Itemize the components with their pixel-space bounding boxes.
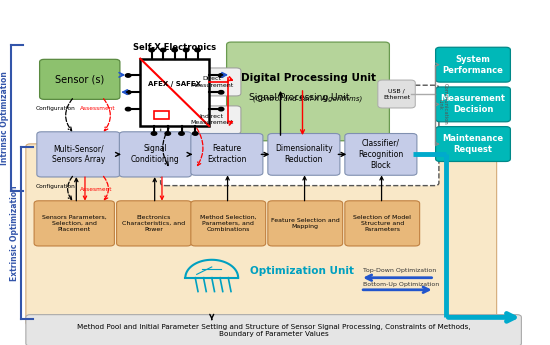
- Circle shape: [179, 132, 184, 135]
- FancyBboxPatch shape: [40, 59, 120, 99]
- Text: Method Selection,
Parameters, and
Combinations: Method Selection, Parameters, and Combin…: [200, 215, 256, 232]
- Text: Extrinsic Optimization: Extrinsic Optimization: [10, 185, 19, 281]
- Text: Signal Processing Unit: Signal Processing Unit: [250, 93, 350, 102]
- Text: Direct
Measurement: Direct Measurement: [190, 76, 233, 88]
- Text: Intrinsic Optimization: Intrinsic Optimization: [0, 71, 9, 165]
- Circle shape: [161, 48, 166, 52]
- FancyBboxPatch shape: [183, 68, 241, 96]
- Text: Digital Processing Unit: Digital Processing Unit: [240, 73, 376, 82]
- Text: Maintenance
Request: Maintenance Request: [442, 134, 504, 154]
- Circle shape: [183, 48, 189, 52]
- Text: Bottom-Up Optimization: Bottom-Up Optimization: [363, 282, 439, 287]
- FancyBboxPatch shape: [436, 47, 510, 82]
- Circle shape: [218, 107, 224, 111]
- Text: USB /
Ethernet: USB / Ethernet: [383, 88, 410, 100]
- Bar: [154, 111, 169, 119]
- Text: Sensors Parameters,
Selection, and
Placement: Sensors Parameters, Selection, and Place…: [42, 215, 107, 232]
- Text: Self-X Electronics: Self-X Electronics: [133, 43, 216, 52]
- Text: Measurement
Decision: Measurement Decision: [441, 94, 505, 115]
- Circle shape: [192, 132, 198, 135]
- Text: Multi-Sensor/
Sensors Array: Multi-Sensor/ Sensors Array: [52, 144, 105, 165]
- Text: Configuration: Configuration: [36, 184, 75, 189]
- Text: Sensor (s): Sensor (s): [55, 75, 104, 84]
- FancyBboxPatch shape: [183, 106, 241, 134]
- Circle shape: [151, 132, 157, 135]
- Text: AFEX / SAFEX: AFEX / SAFEX: [148, 81, 201, 87]
- FancyBboxPatch shape: [227, 42, 389, 141]
- FancyBboxPatch shape: [378, 80, 415, 108]
- FancyBboxPatch shape: [34, 201, 114, 246]
- Text: Feature
Extraction: Feature Extraction: [207, 144, 246, 165]
- Circle shape: [125, 74, 131, 77]
- Circle shape: [218, 74, 224, 77]
- FancyBboxPatch shape: [345, 134, 417, 175]
- FancyBboxPatch shape: [37, 132, 120, 177]
- Text: Electronics
Characteristics, and
Power: Electronics Characteristics, and Power: [123, 215, 185, 232]
- Text: Optimization Unit: Optimization Unit: [250, 266, 354, 276]
- Text: System
Performance: System Performance: [443, 55, 503, 75]
- Text: Top-Down Optimization: Top-Down Optimization: [363, 268, 436, 273]
- FancyBboxPatch shape: [191, 201, 266, 246]
- FancyBboxPatch shape: [117, 201, 191, 246]
- FancyBboxPatch shape: [26, 144, 497, 325]
- Circle shape: [165, 132, 170, 135]
- FancyBboxPatch shape: [268, 201, 343, 246]
- Circle shape: [125, 107, 131, 111]
- FancyBboxPatch shape: [436, 127, 510, 161]
- Circle shape: [149, 48, 155, 52]
- Text: Classifier/
Recognition
Block: Classifier/ Recognition Block: [358, 139, 404, 170]
- Circle shape: [195, 48, 200, 52]
- Text: Method Pool and Initial Parameter Setting and Structure of Sensor Signal Process: Method Pool and Initial Parameter Settin…: [77, 324, 470, 337]
- Text: Selection of Model
Structure and
Parameters: Selection of Model Structure and Paramet…: [353, 215, 411, 232]
- Circle shape: [218, 90, 224, 94]
- FancyBboxPatch shape: [436, 87, 510, 122]
- Circle shape: [172, 48, 177, 52]
- Circle shape: [125, 90, 131, 94]
- FancyBboxPatch shape: [191, 134, 263, 175]
- FancyBboxPatch shape: [268, 134, 340, 175]
- FancyBboxPatch shape: [161, 85, 439, 186]
- Bar: [140, 59, 209, 126]
- Text: Feature Selection and
Mapping: Feature Selection and Mapping: [271, 218, 339, 229]
- FancyBboxPatch shape: [345, 201, 420, 246]
- Text: Assessment: Assessment: [80, 106, 116, 111]
- FancyBboxPatch shape: [26, 315, 521, 345]
- Text: Communication
Link: Communication Link: [437, 83, 448, 125]
- Text: (Control and Self-X Algorithms): (Control and Self-X Algorithms): [254, 95, 362, 102]
- Text: Signal
Conditioning: Signal Conditioning: [131, 144, 180, 165]
- Text: Dimensionality
Reduction: Dimensionality Reduction: [275, 144, 333, 165]
- FancyBboxPatch shape: [119, 132, 191, 177]
- Text: Assesment: Assesment: [80, 187, 112, 191]
- Text: Indirect
Measurement: Indirect Measurement: [190, 114, 233, 126]
- Text: Configuration: Configuration: [36, 106, 75, 111]
